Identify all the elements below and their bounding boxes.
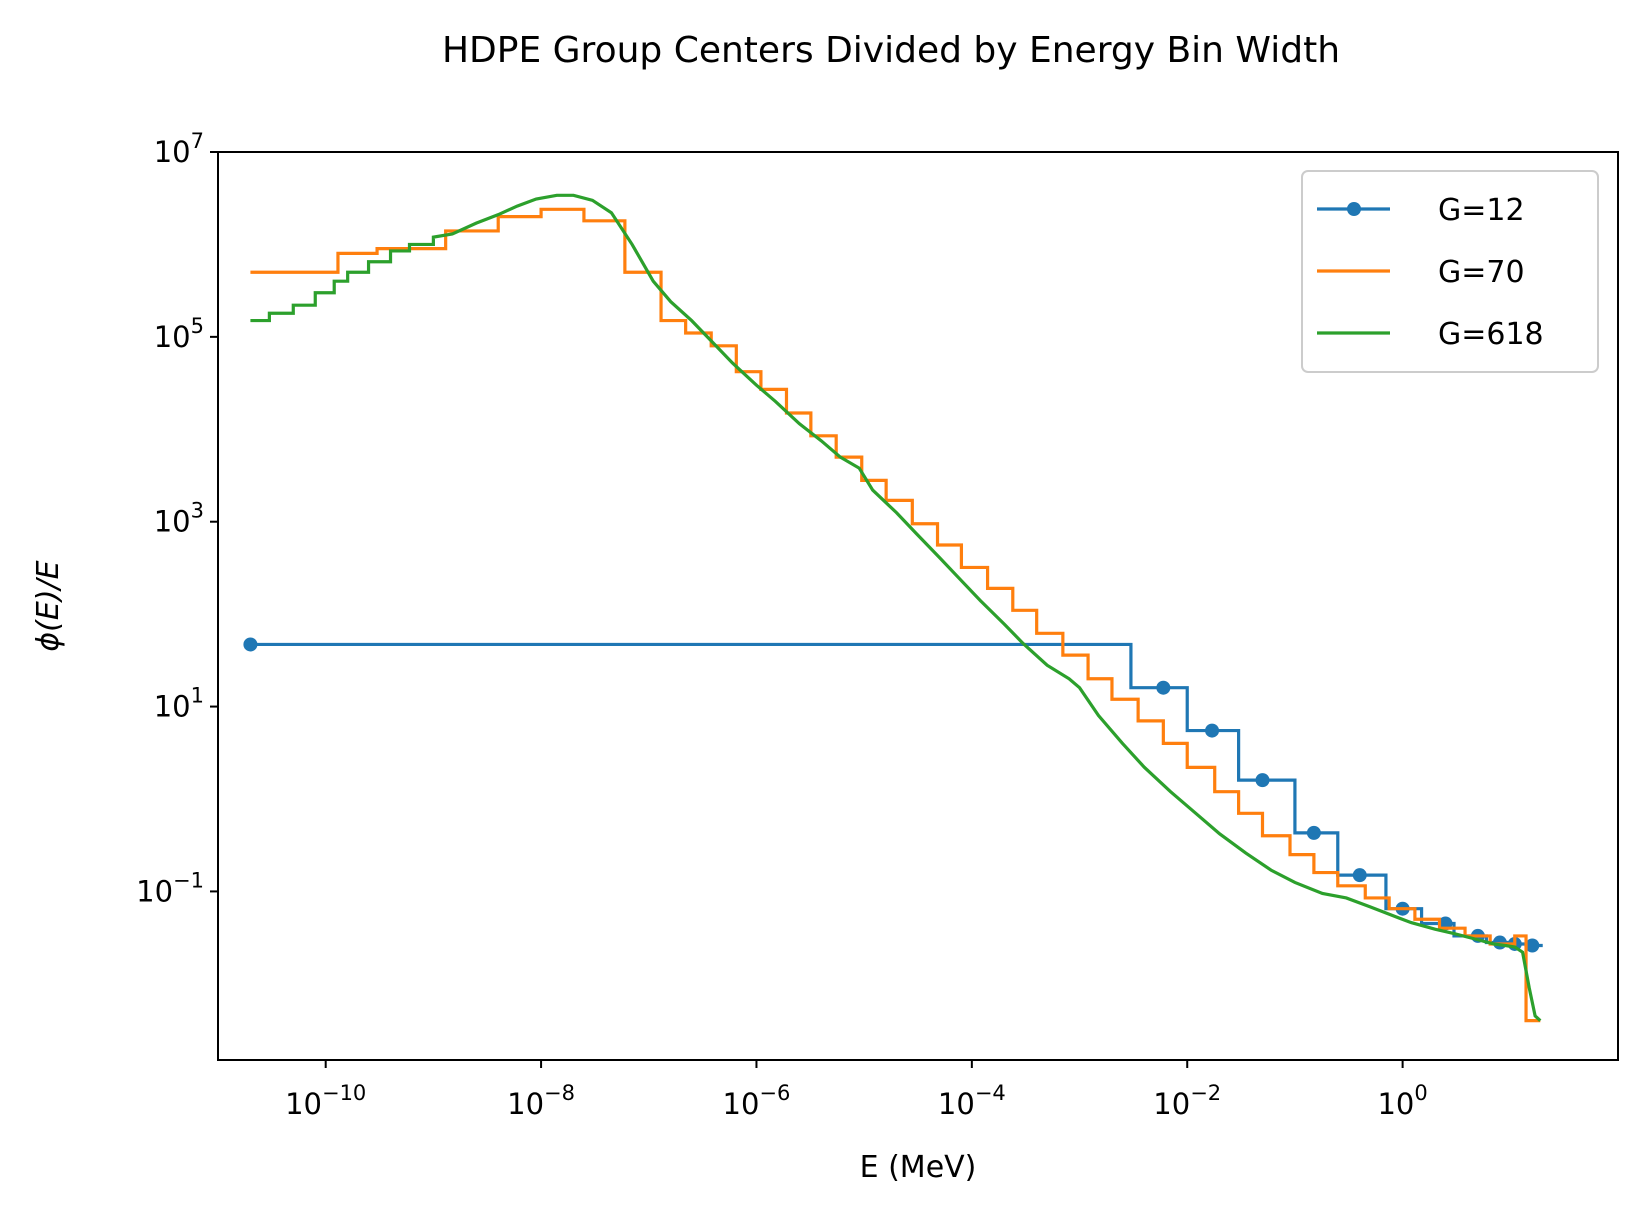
series-marker [1156, 680, 1171, 695]
y-tick-base: 10 [154, 690, 191, 724]
y-tick-label: 105 [154, 314, 204, 354]
plot-frame [217, 151, 1619, 1061]
x-axis-ticks: 10−10 10−8 10−6 10−4 10−2 100 [285, 1060, 1428, 1121]
y-tick-exponent: 7 [191, 129, 204, 153]
series-marker [1205, 723, 1220, 738]
legend-item: G=618 [1317, 317, 1544, 352]
legend-item: G=12 [1317, 193, 1525, 228]
x-tick-exponent: −4 [975, 1081, 1006, 1105]
x-tick-exponent: −6 [759, 1081, 790, 1105]
y-tick-label: 101 [154, 684, 204, 724]
y-tick-exponent: 5 [191, 314, 204, 338]
chart-title: HDPE Group Centers Divided by Energy Bin… [442, 30, 1340, 71]
y-tick-exponent: 1 [191, 684, 204, 708]
series-g-618 [250, 193, 1542, 1022]
series-marker [243, 637, 258, 652]
x-tick-label: 10−10 [285, 1081, 366, 1121]
y-tick-base: 10 [154, 320, 191, 354]
series-marker [1255, 773, 1270, 788]
y-tick-base: 10 [136, 874, 173, 908]
series-marker [1352, 868, 1367, 883]
series-marker [1525, 938, 1540, 953]
legend-label: G=618 [1438, 317, 1544, 352]
x-tick-base: 10 [285, 1087, 322, 1121]
y-tick-base: 10 [154, 505, 191, 539]
x-tick-exponent: −2 [1190, 1081, 1221, 1105]
x-tick-base: 10 [1153, 1087, 1190, 1121]
legend-marker [1347, 202, 1361, 216]
x-tick-base: 10 [507, 1087, 544, 1121]
y-axis-label: ϕ(E)/E [31, 560, 66, 651]
y-tick-exponent: −1 [173, 868, 204, 892]
y-tick-label: 103 [154, 499, 204, 539]
series-line [250, 207, 1541, 1023]
x-tick-label: 10−4 [938, 1081, 1006, 1121]
legend-label: G=12 [1438, 193, 1525, 228]
y-tick-label: 107 [154, 129, 204, 169]
series-g-12 [243, 637, 1543, 953]
x-tick-label: 10−2 [1153, 1081, 1221, 1121]
x-axis-label: E (MeV) [860, 1150, 977, 1185]
legend-label: G=70 [1438, 255, 1525, 290]
x-tick-base: 10 [1377, 1087, 1414, 1121]
series-g-70 [250, 207, 1541, 1023]
x-tick-exponent: −10 [322, 1081, 366, 1105]
y-tick-label: 10−1 [136, 868, 204, 908]
y-tick-base: 10 [154, 135, 191, 169]
y-tick-exponent: 3 [191, 499, 204, 523]
series-line [250, 193, 1542, 1022]
x-tick-exponent: 0 [1414, 1081, 1427, 1105]
x-tick-base: 10 [938, 1087, 975, 1121]
x-tick-exponent: −8 [544, 1081, 575, 1105]
series-layer [243, 193, 1543, 1023]
x-tick-label: 10−6 [723, 1081, 791, 1121]
x-tick-base: 10 [723, 1087, 760, 1121]
x-tick-label: 10−8 [507, 1081, 575, 1121]
x-tick-label: 100 [1377, 1081, 1427, 1121]
series-marker [1306, 825, 1321, 840]
legend-item: G=70 [1317, 255, 1525, 290]
legend-box [1301, 170, 1599, 373]
legend: G=12 G=70 G=618 [1301, 170, 1599, 373]
